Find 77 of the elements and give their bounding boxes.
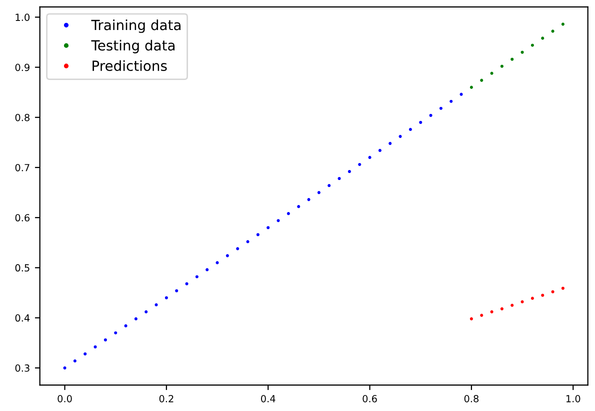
point [317,191,320,194]
point [246,240,250,244]
point [500,64,504,68]
point [195,275,198,278]
point [84,352,87,356]
point [348,170,351,174]
point [470,86,473,89]
point [297,205,300,208]
point [490,310,494,314]
point [73,359,76,362]
point [541,294,544,297]
point [164,296,168,300]
y-tick-label: 0.9 [15,64,30,72]
point [500,307,504,310]
point [307,198,310,202]
y-tick-label: 0.8 [15,114,30,122]
point [368,156,372,159]
point [338,176,341,180]
legend-label: Training data [91,19,180,33]
point [256,233,260,236]
point [154,303,158,306]
point [398,134,402,138]
point [358,162,362,166]
x-tick-label: 0.2 [159,395,174,402]
point [541,36,544,40]
point [470,317,473,320]
y-tick-label: 0.4 [15,314,30,322]
point [510,58,514,61]
point [216,261,219,264]
point [388,142,392,145]
point [439,106,442,110]
point [551,290,554,294]
point [185,282,188,286]
point [490,72,494,75]
y-tick-label: 1.0 [16,14,30,21]
point [175,289,178,292]
y-tick-label: 0.3 [15,364,30,372]
point [63,366,66,370]
x-tick-label: 0.6 [362,395,377,402]
point [408,128,412,131]
x-tick-label: 0.0 [58,395,72,402]
point [226,254,229,258]
point [286,212,290,216]
legend-label: Testing data [91,40,175,54]
y-tick-label: 0.7 [15,164,30,172]
point [530,44,534,47]
point [561,22,564,26]
point [144,310,148,314]
point [460,92,463,96]
point [520,50,524,54]
x-tick-label: 0.4 [261,395,276,402]
point [480,78,484,82]
x-tick-label: 0.8 [464,395,479,402]
point [551,30,554,33]
y-tick-label: 0.6 [15,214,30,222]
point [206,268,209,272]
x-tick-label: 1.0 [566,395,580,402]
y-tick-label: 0.5 [15,264,30,272]
point [328,184,331,188]
legend-label: Predictions [92,60,167,72]
point [510,304,514,307]
point [124,324,128,328]
point [94,345,97,348]
point [450,100,453,103]
point [378,148,382,152]
point [520,300,524,304]
point [419,120,422,124]
point [266,226,270,230]
point [530,296,534,300]
point [104,338,107,342]
point [114,331,118,334]
point [561,286,564,290]
point [236,247,240,250]
point [134,317,138,320]
point [480,314,484,317]
point [429,114,432,117]
point [276,219,280,222]
